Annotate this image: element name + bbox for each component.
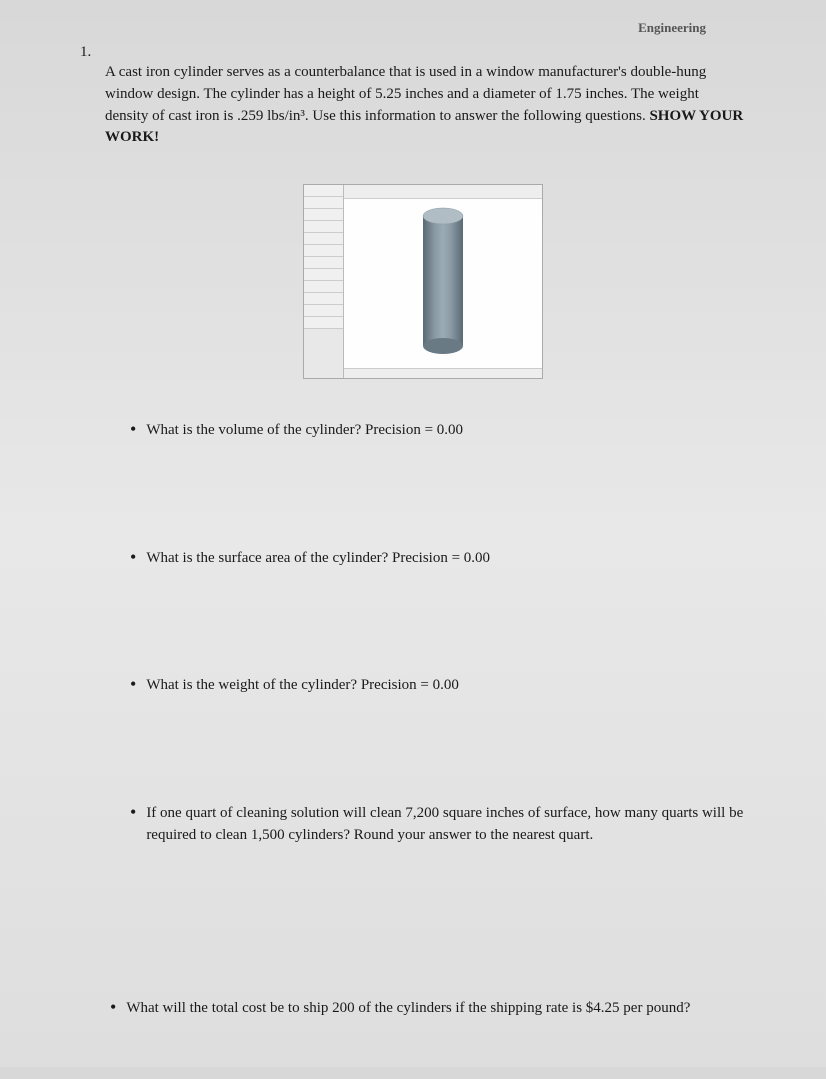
question-text: What is the surface area of the cylinder… [146, 547, 766, 570]
cad-toolbar [344, 185, 542, 199]
sidebar-row [304, 281, 343, 293]
question-surface-area: • What is the surface area of the cylind… [130, 547, 766, 570]
sidebar-row [304, 305, 343, 317]
cad-statusbar [344, 368, 542, 378]
sidebar-row [304, 257, 343, 269]
sidebar-row [304, 197, 343, 209]
question-volume: • What is the volume of the cylinder? Pr… [130, 419, 766, 442]
bullet-icon: • [130, 802, 136, 824]
sidebar-row [304, 293, 343, 305]
bullet-icon: • [130, 419, 136, 441]
question-cleaning: • If one quart of cleaning solution will… [130, 802, 766, 847]
problem-body: A cast iron cylinder serves as a counter… [105, 64, 706, 124]
sidebar-row [304, 317, 343, 329]
bullet-icon: • [130, 674, 136, 696]
sidebar-row [304, 221, 343, 233]
question-shipping-cost: • What will the total cost be to ship 20… [110, 997, 766, 1020]
cad-sidebar [304, 185, 344, 378]
problem-number: 1. [80, 44, 91, 61]
question-text: What will the total cost be to ship 200 … [126, 997, 766, 1020]
sidebar-row [304, 209, 343, 221]
bullet-icon: • [130, 547, 136, 569]
question-text: What is the volume of the cylinder? Prec… [146, 419, 766, 442]
cad-viewport [344, 185, 542, 378]
cad-screenshot [303, 184, 543, 379]
sidebar-row [304, 245, 343, 257]
problem-text: A cast iron cylinder serves as a counter… [105, 62, 745, 149]
cylinder-icon [418, 204, 468, 359]
question-text: If one quart of cleaning solution will c… [146, 802, 766, 847]
question-text: What is the weight of the cylinder? Prec… [146, 674, 766, 697]
figure-container [80, 184, 766, 379]
header-subject: Engineering [80, 20, 766, 36]
bullet-icon: • [110, 997, 116, 1019]
question-weight: • What is the weight of the cylinder? Pr… [130, 674, 766, 697]
sidebar-row [304, 269, 343, 281]
sidebar-row [304, 185, 343, 197]
sidebar-row [304, 233, 343, 245]
